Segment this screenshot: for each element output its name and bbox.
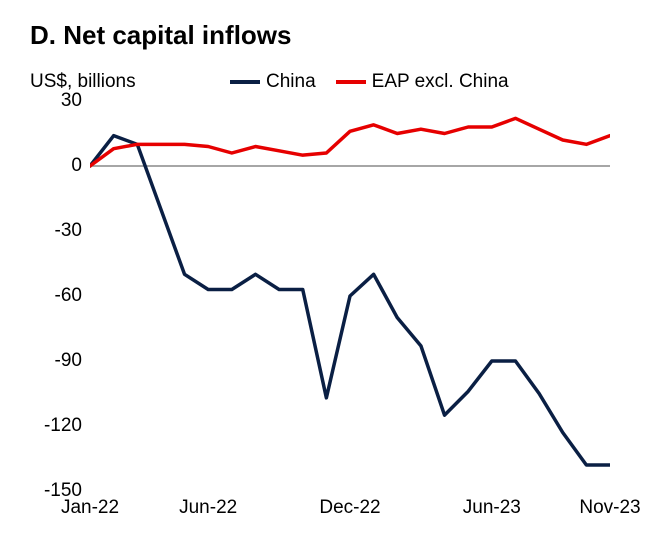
legend: China EAP excl. China	[230, 71, 509, 93]
x-tick-label: Jun-23	[463, 497, 521, 519]
y-tick-label: -60	[32, 285, 82, 307]
x-tick-label: Dec-22	[319, 497, 380, 519]
plot-area: 300-30-60-90-120-150Jan-22Jun-22Dec-22Ju…	[90, 101, 610, 491]
x-tick-label: Jan-22	[61, 497, 119, 519]
legend-item-eap: EAP excl. China	[336, 71, 509, 93]
y-tick-label: -30	[32, 220, 82, 242]
legend-label: EAP excl. China	[372, 71, 509, 93]
x-tick-label: Jun-22	[179, 497, 237, 519]
y-tick-label: 0	[32, 155, 82, 177]
y-tick-label: -120	[32, 415, 82, 437]
legend-label: China	[266, 71, 316, 93]
chart-container: US$, billions China EAP excl. China 300-…	[30, 71, 630, 531]
y-tick-label: 30	[32, 90, 82, 112]
legend-swatch	[230, 80, 260, 84]
legend-swatch	[336, 80, 366, 84]
x-tick-label: Nov-23	[579, 497, 640, 519]
y-tick-label: -90	[32, 350, 82, 372]
chart-svg	[90, 101, 610, 491]
legend-item-china: China	[230, 71, 316, 93]
chart-title: D. Net capital inflows	[30, 20, 630, 51]
